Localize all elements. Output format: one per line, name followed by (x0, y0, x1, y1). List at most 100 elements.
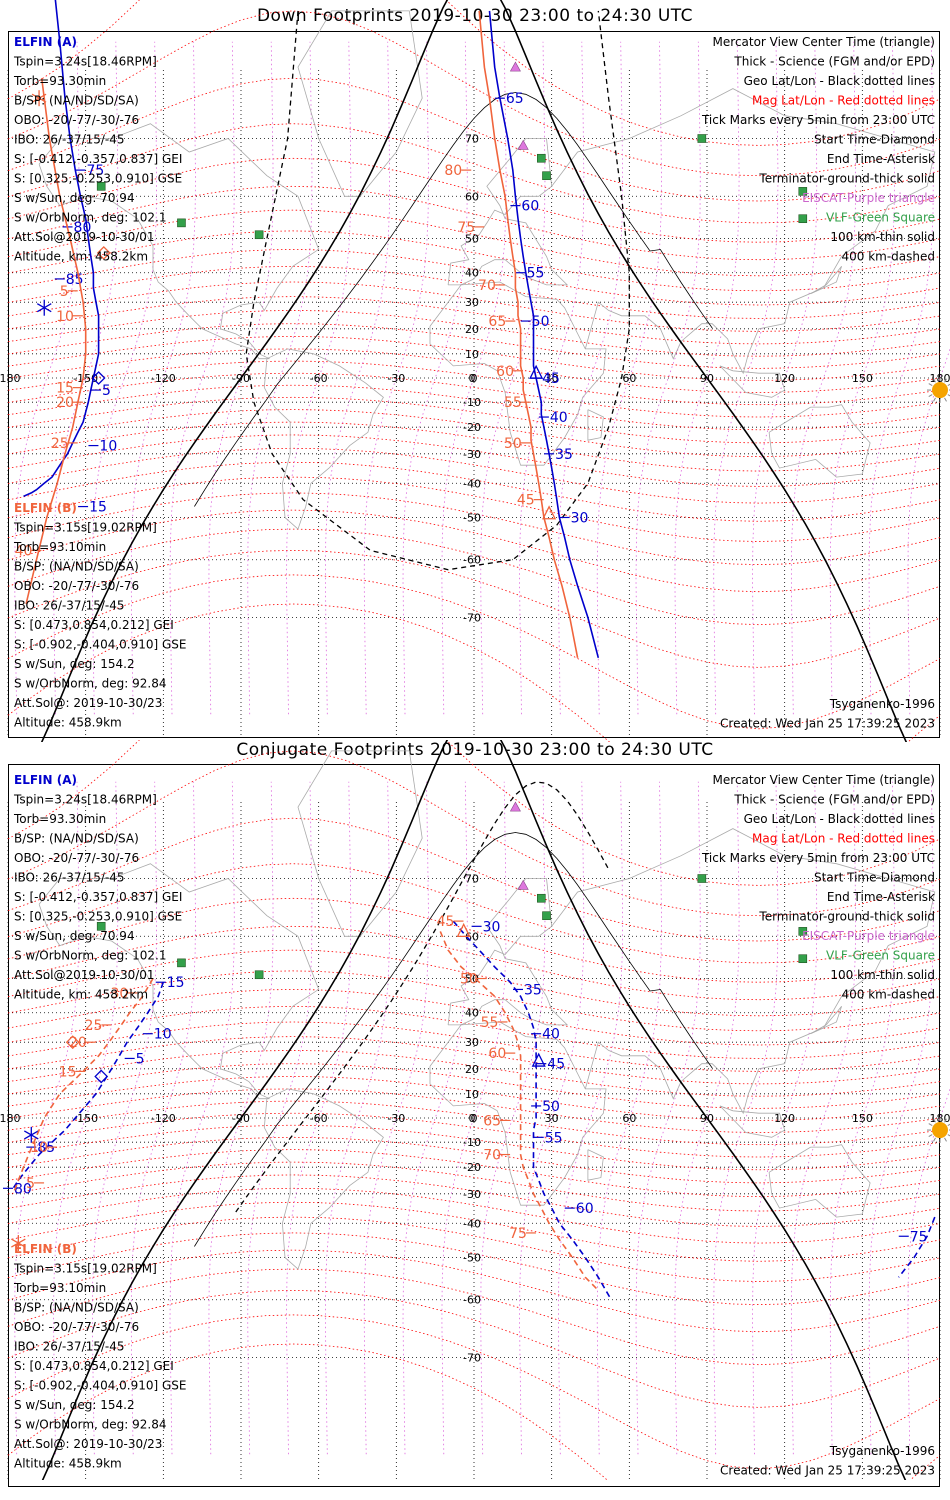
track-tick-label: 70 (483, 1148, 501, 1164)
y-tick-label: 40 (465, 267, 479, 280)
legend-entry: VLF-Green Square (826, 211, 935, 225)
mag-lat-line (7, 750, 941, 917)
track-tick-label: 25 (85, 1018, 103, 1034)
elfin-b-info-line: S: [0.473,0.854,0.212] GEI (14, 1359, 174, 1373)
track-tick-label: 80 (444, 163, 462, 179)
coastline (429, 1021, 607, 1206)
track-tick-label: 40 (542, 1027, 560, 1043)
elfin-b-info-line: S: [-0.902,-0.404,0.910] GSE (14, 638, 187, 652)
y-tick-label: -10 (463, 1136, 481, 1149)
track-tick-label: 75 (509, 1226, 527, 1242)
track-tick-label: 65 (488, 314, 506, 330)
mag-lat-line (7, 230, 941, 292)
mag-lat-line (7, 296, 941, 345)
x-tick-label: 0 (471, 1112, 478, 1125)
elfin-b-info-line: IBO: 26/-37/15/-45 (14, 599, 125, 613)
elfin-b-info-line: B/SP: (NA/ND/SD/SA) (14, 560, 139, 574)
x-tick-label: -30 (387, 1112, 405, 1125)
legend-entry: Start Time-Diamond (814, 133, 935, 147)
coastline (447, 138, 569, 286)
sun-ray (933, 1118, 936, 1123)
sun-ray (928, 1134, 933, 1137)
sun-ray (933, 1137, 936, 1142)
y-tick-label: -70 (463, 611, 481, 624)
center-time-triangle (529, 364, 544, 379)
legend-entry: Mag Lat/Lon - Red dotted lines (752, 832, 935, 846)
legend-entry: Mercator View Center Time (triangle) (713, 773, 935, 787)
track-tick-label: 30 (483, 919, 501, 935)
mag-lat-line (7, 372, 941, 418)
mag-lat-line (7, 309, 941, 357)
elfin-a-info-line: B/SP: (NA/ND/SD/SA) (14, 832, 139, 846)
mag-lat-line (7, 549, 941, 668)
terminator-line (41, 740, 907, 1480)
vlf-square (537, 893, 546, 903)
sun-icon (932, 1122, 948, 1139)
mag-lat-line (7, 1201, 941, 1262)
start-diamond-marker (94, 1069, 109, 1084)
elfin-b-info-line: Torb=93.10min (13, 540, 106, 554)
y-tick-label: 50 (465, 973, 479, 986)
y-tick-label: 70 (465, 133, 479, 146)
track-tick-label: 40 (15, 543, 33, 559)
mag-lat-line (7, 1005, 941, 1059)
mag-lat-line (7, 1174, 941, 1227)
end-asterisk-marker (23, 1130, 39, 1140)
track-elfin-b (12, 978, 154, 1195)
terminator-line (40, 0, 908, 742)
mag-lat-line (7, 0, 941, 146)
eiscat-triangle (517, 139, 529, 150)
y-tick-label: -70 (463, 1351, 481, 1364)
x-tick-label: 30 (545, 1112, 559, 1125)
coastline (810, 266, 842, 295)
track-elfin-b (478, 10, 579, 658)
track-tick-label: 85 (37, 1140, 55, 1156)
legend-entry: 100 km-thin solid (830, 230, 935, 244)
mag-lat-line (7, 1149, 941, 1198)
x-tick-label: 90 (700, 372, 714, 385)
mag-lat-line (7, 348, 941, 393)
mag-lat-line (7, 323, 941, 369)
elfin-a-info-line: Altitude, km: 458.2km (14, 988, 148, 1002)
track-tick-label: 65 (483, 1113, 501, 1129)
sun-ray (928, 383, 933, 386)
created-timestamp: Created: Wed Jan 25 17:39:25 2023 (720, 1464, 935, 1478)
coastline (719, 1105, 786, 1138)
x-tick-label: -120 (151, 372, 176, 385)
elfin-a-info-line: OBO: -20/-77/-30/-76 (14, 851, 139, 865)
elfin-a-info-line: Att.Sol@2019-10-30/01 (14, 230, 155, 244)
center-time-triangle (542, 505, 557, 520)
mag-lat-line (7, 1088, 941, 1133)
eiscat-triangle (517, 879, 529, 890)
legend-entry: Thick - Science (FGM and/or EPD) (733, 55, 935, 69)
elfin-b-name: ELFIN (B) (14, 501, 77, 515)
x-tick-label: 90 (700, 1112, 714, 1125)
vlf-square (697, 134, 707, 143)
mag-lat-line (7, 1249, 941, 1333)
track-tick-label: 60 (576, 1201, 594, 1217)
track-tick-label: 75 (910, 1229, 928, 1245)
elfin-a-info-line: Torb=93.30min (13, 812, 106, 826)
legend-entry: EISCAT-Purple triangle (802, 929, 935, 943)
terminator-400km-line (235, 781, 610, 1213)
vlf-square (177, 218, 186, 228)
elfin-b-info-line: S w/Sun, deg: 154.2 (14, 1398, 135, 1412)
model-label: Tsyganenko-1996 (829, 1444, 935, 1458)
elfin-a-info-line: S: [0.325,-0.253,0.910] GSE (14, 910, 182, 924)
mag-lat-line (7, 1136, 941, 1184)
track-tick-label: 45 (547, 1057, 565, 1073)
mag-lat-line (7, 396, 941, 444)
elfin-a-info-line: Altitude, km: 458.2km (14, 250, 148, 264)
x-tick-label: -60 (310, 1112, 328, 1125)
y-tick-label: 0 (469, 1112, 476, 1125)
y-tick-label: -40 (463, 1217, 481, 1230)
legend-entry: End Time-Asterisk (827, 152, 935, 166)
elfin-a-info-line: Tspin=3.24s[18.46RPM] (13, 793, 157, 807)
y-tick-label: 10 (465, 348, 479, 361)
x-tick-label: 30 (545, 372, 559, 385)
elfin-b-info-line: OBO: -20/-77/-30/-76 (14, 1320, 139, 1334)
sun-ray (933, 397, 936, 402)
elfin-b-info-line: S w/OrbNorm, deg: 92.84 (14, 1418, 166, 1432)
x-tick-label: -120 (151, 1112, 176, 1125)
track-tick-label: 40 (550, 410, 568, 426)
